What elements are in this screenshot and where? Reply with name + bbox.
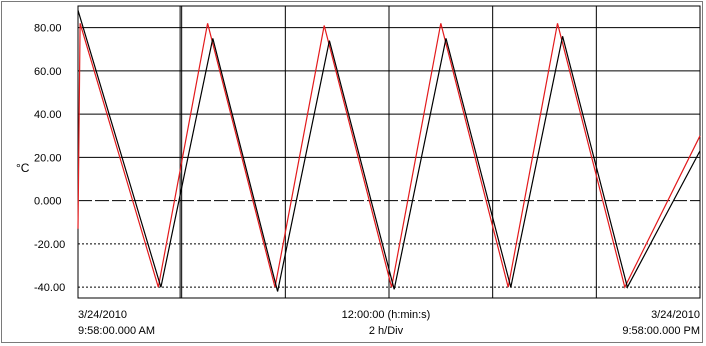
- x-start-time: 9:58:00.000 AM: [78, 325, 155, 337]
- y-tick-labels: 80.00 60.00 40.00 20.00 0.000 -20.00 -40.00: [34, 23, 65, 295]
- grid: [77, 5, 701, 299]
- series-line-1: [77, 23, 701, 289]
- y-tick-label: 80.00: [34, 23, 62, 35]
- y-axis-label: °C: [16, 161, 30, 175]
- y-tick-label: 40.00: [34, 109, 62, 121]
- x-center-scale: 2 h/Div: [369, 325, 404, 337]
- y-tick-label: 60.00: [34, 66, 62, 78]
- y-tick-label: 0.000: [34, 196, 62, 208]
- x-end-date: 3/24/2010: [651, 309, 700, 321]
- y-tick-label: 20.00: [34, 152, 62, 164]
- series-line-2: [77, 10, 701, 292]
- y-tick-label: -20.00: [34, 239, 65, 251]
- x-center-format: 12:00:00 (h:min:s): [342, 309, 431, 321]
- x-end-time: 9:58:00.000 PM: [622, 325, 700, 337]
- series-group: [77, 10, 701, 292]
- x-start-date: 3/24/2010: [78, 309, 127, 321]
- y-tick-label: -40.00: [34, 282, 65, 294]
